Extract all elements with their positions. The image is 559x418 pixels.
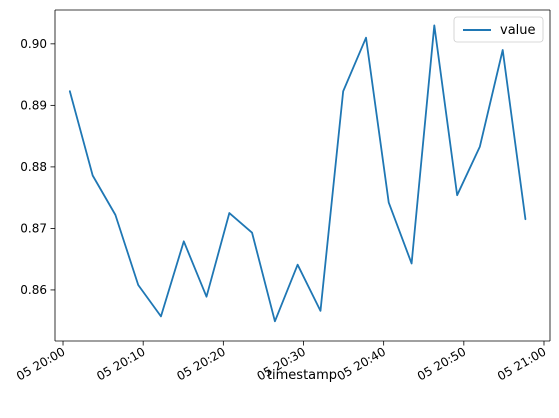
- chart-legend: value: [453, 16, 544, 43]
- x-axis-title: timestamp: [267, 368, 337, 383]
- y-tick-label: 0.89: [20, 98, 47, 112]
- y-tick-label: 0.87: [20, 221, 47, 235]
- series-line-value: [68, 24, 527, 323]
- legend-box: [453, 16, 544, 43]
- x-tick-label: 05 20:40: [335, 344, 388, 383]
- y-axis-ticks: 0.86 0.87 0.88 0.89 0.90: [20, 37, 55, 297]
- y-tick-label: 0.86: [20, 283, 47, 297]
- x-tick-label: 05 20:00: [14, 344, 67, 383]
- x-tick-label: 05 20:10: [94, 344, 147, 383]
- y-tick-label: 0.90: [20, 37, 47, 51]
- series-layer: [68, 24, 527, 323]
- plot-frame: [55, 10, 550, 341]
- y-tick-label: 0.88: [20, 160, 47, 174]
- axis-spines: [54, 9, 551, 342]
- x-tick-label: 05 20:20: [174, 344, 227, 383]
- x-tick-label: 05 20:50: [415, 344, 468, 383]
- legend-label-value: value: [500, 23, 536, 38]
- x-tick-label: 05 21:00: [495, 344, 548, 383]
